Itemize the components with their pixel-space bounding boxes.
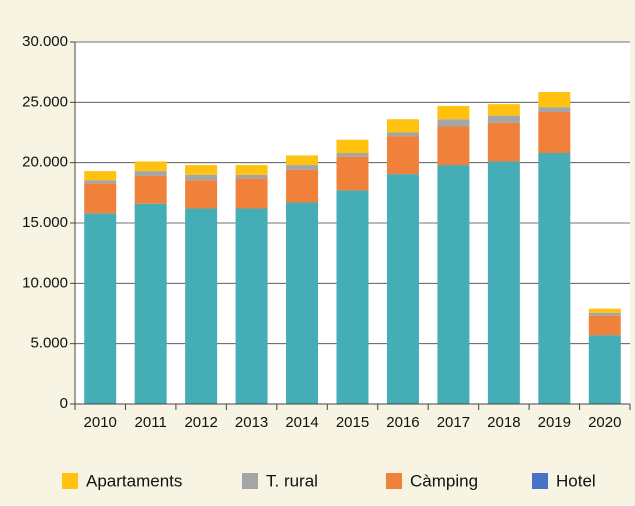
legend-swatch <box>386 473 402 489</box>
bar-segment <box>235 174 268 179</box>
y-tick-label: 5.000 <box>30 335 68 352</box>
bar-segment <box>185 180 218 209</box>
bar-segment <box>487 115 520 123</box>
bar-segment <box>487 122 520 162</box>
x-tick-label: 2013 <box>235 414 268 431</box>
legend-label: T. rural <box>266 471 318 490</box>
bar-segment <box>487 104 520 116</box>
legend-label: Càmping <box>410 471 478 490</box>
bar-segment <box>437 105 470 120</box>
x-tick-label: 2010 <box>84 414 117 431</box>
bar-segment <box>84 213 117 404</box>
bar-segment <box>437 126 470 166</box>
bar-segment <box>386 136 419 175</box>
bar-segment <box>235 165 268 175</box>
x-tick-label: 2019 <box>538 414 571 431</box>
y-tick-label: 10.000 <box>22 274 68 291</box>
y-tick-label: 15.000 <box>22 214 68 231</box>
x-tick-label: 2017 <box>437 414 470 431</box>
bar-segment <box>84 180 117 184</box>
bar-segment <box>286 155 319 166</box>
y-tick-label: 0 <box>60 395 68 412</box>
bar-segment <box>538 92 571 108</box>
legend-label: Apartaments <box>86 471 182 490</box>
bar-segment <box>336 156 369 191</box>
bar-segment <box>336 139 369 154</box>
bar-segment <box>185 174 218 181</box>
x-tick-label: 2018 <box>487 414 520 431</box>
bar-segment <box>588 335 621 404</box>
bar-segment <box>84 183 117 214</box>
legend-swatch <box>532 473 548 489</box>
bar-segment <box>235 208 268 404</box>
bar-segment <box>286 202 319 404</box>
bar-segment <box>286 169 319 203</box>
y-tick-label: 30.000 <box>22 33 68 50</box>
x-tick-label: 2012 <box>184 414 217 431</box>
x-tick-label: 2020 <box>588 414 621 431</box>
bar-segment <box>336 153 369 157</box>
bar-segment <box>386 132 419 137</box>
y-tick-label: 20.000 <box>22 154 68 171</box>
bar-segment <box>185 165 218 175</box>
bar-segment <box>538 153 571 404</box>
bar-segment <box>588 315 621 336</box>
y-tick-label: 25.000 <box>22 93 68 110</box>
bar-segment <box>538 111 571 154</box>
bar-segment <box>134 203 167 404</box>
bar-segment <box>437 165 470 404</box>
legend-swatch <box>62 473 78 489</box>
bar-segment <box>185 208 218 404</box>
bar-segment <box>487 161 520 404</box>
bar-segment <box>538 107 571 112</box>
bar-segment <box>437 119 470 127</box>
bar-segment <box>134 161 167 172</box>
x-tick-label: 2011 <box>135 414 167 431</box>
bar-segment <box>336 190 369 404</box>
bar-segment <box>588 312 621 316</box>
x-tick-label: 2016 <box>386 414 419 431</box>
legend-swatch <box>242 473 258 489</box>
bar-segment <box>588 308 621 313</box>
bar-segment <box>386 119 419 133</box>
bar-segment <box>235 178 268 209</box>
bar-segment <box>286 165 319 170</box>
x-tick-label: 2014 <box>285 414 318 431</box>
legend-label: Hotel <box>556 471 596 490</box>
bar-segment <box>84 171 117 181</box>
bar-segment <box>386 174 419 404</box>
bar-segment <box>134 171 167 176</box>
x-tick-label: 2015 <box>336 414 369 431</box>
bar-segment <box>134 175 167 204</box>
